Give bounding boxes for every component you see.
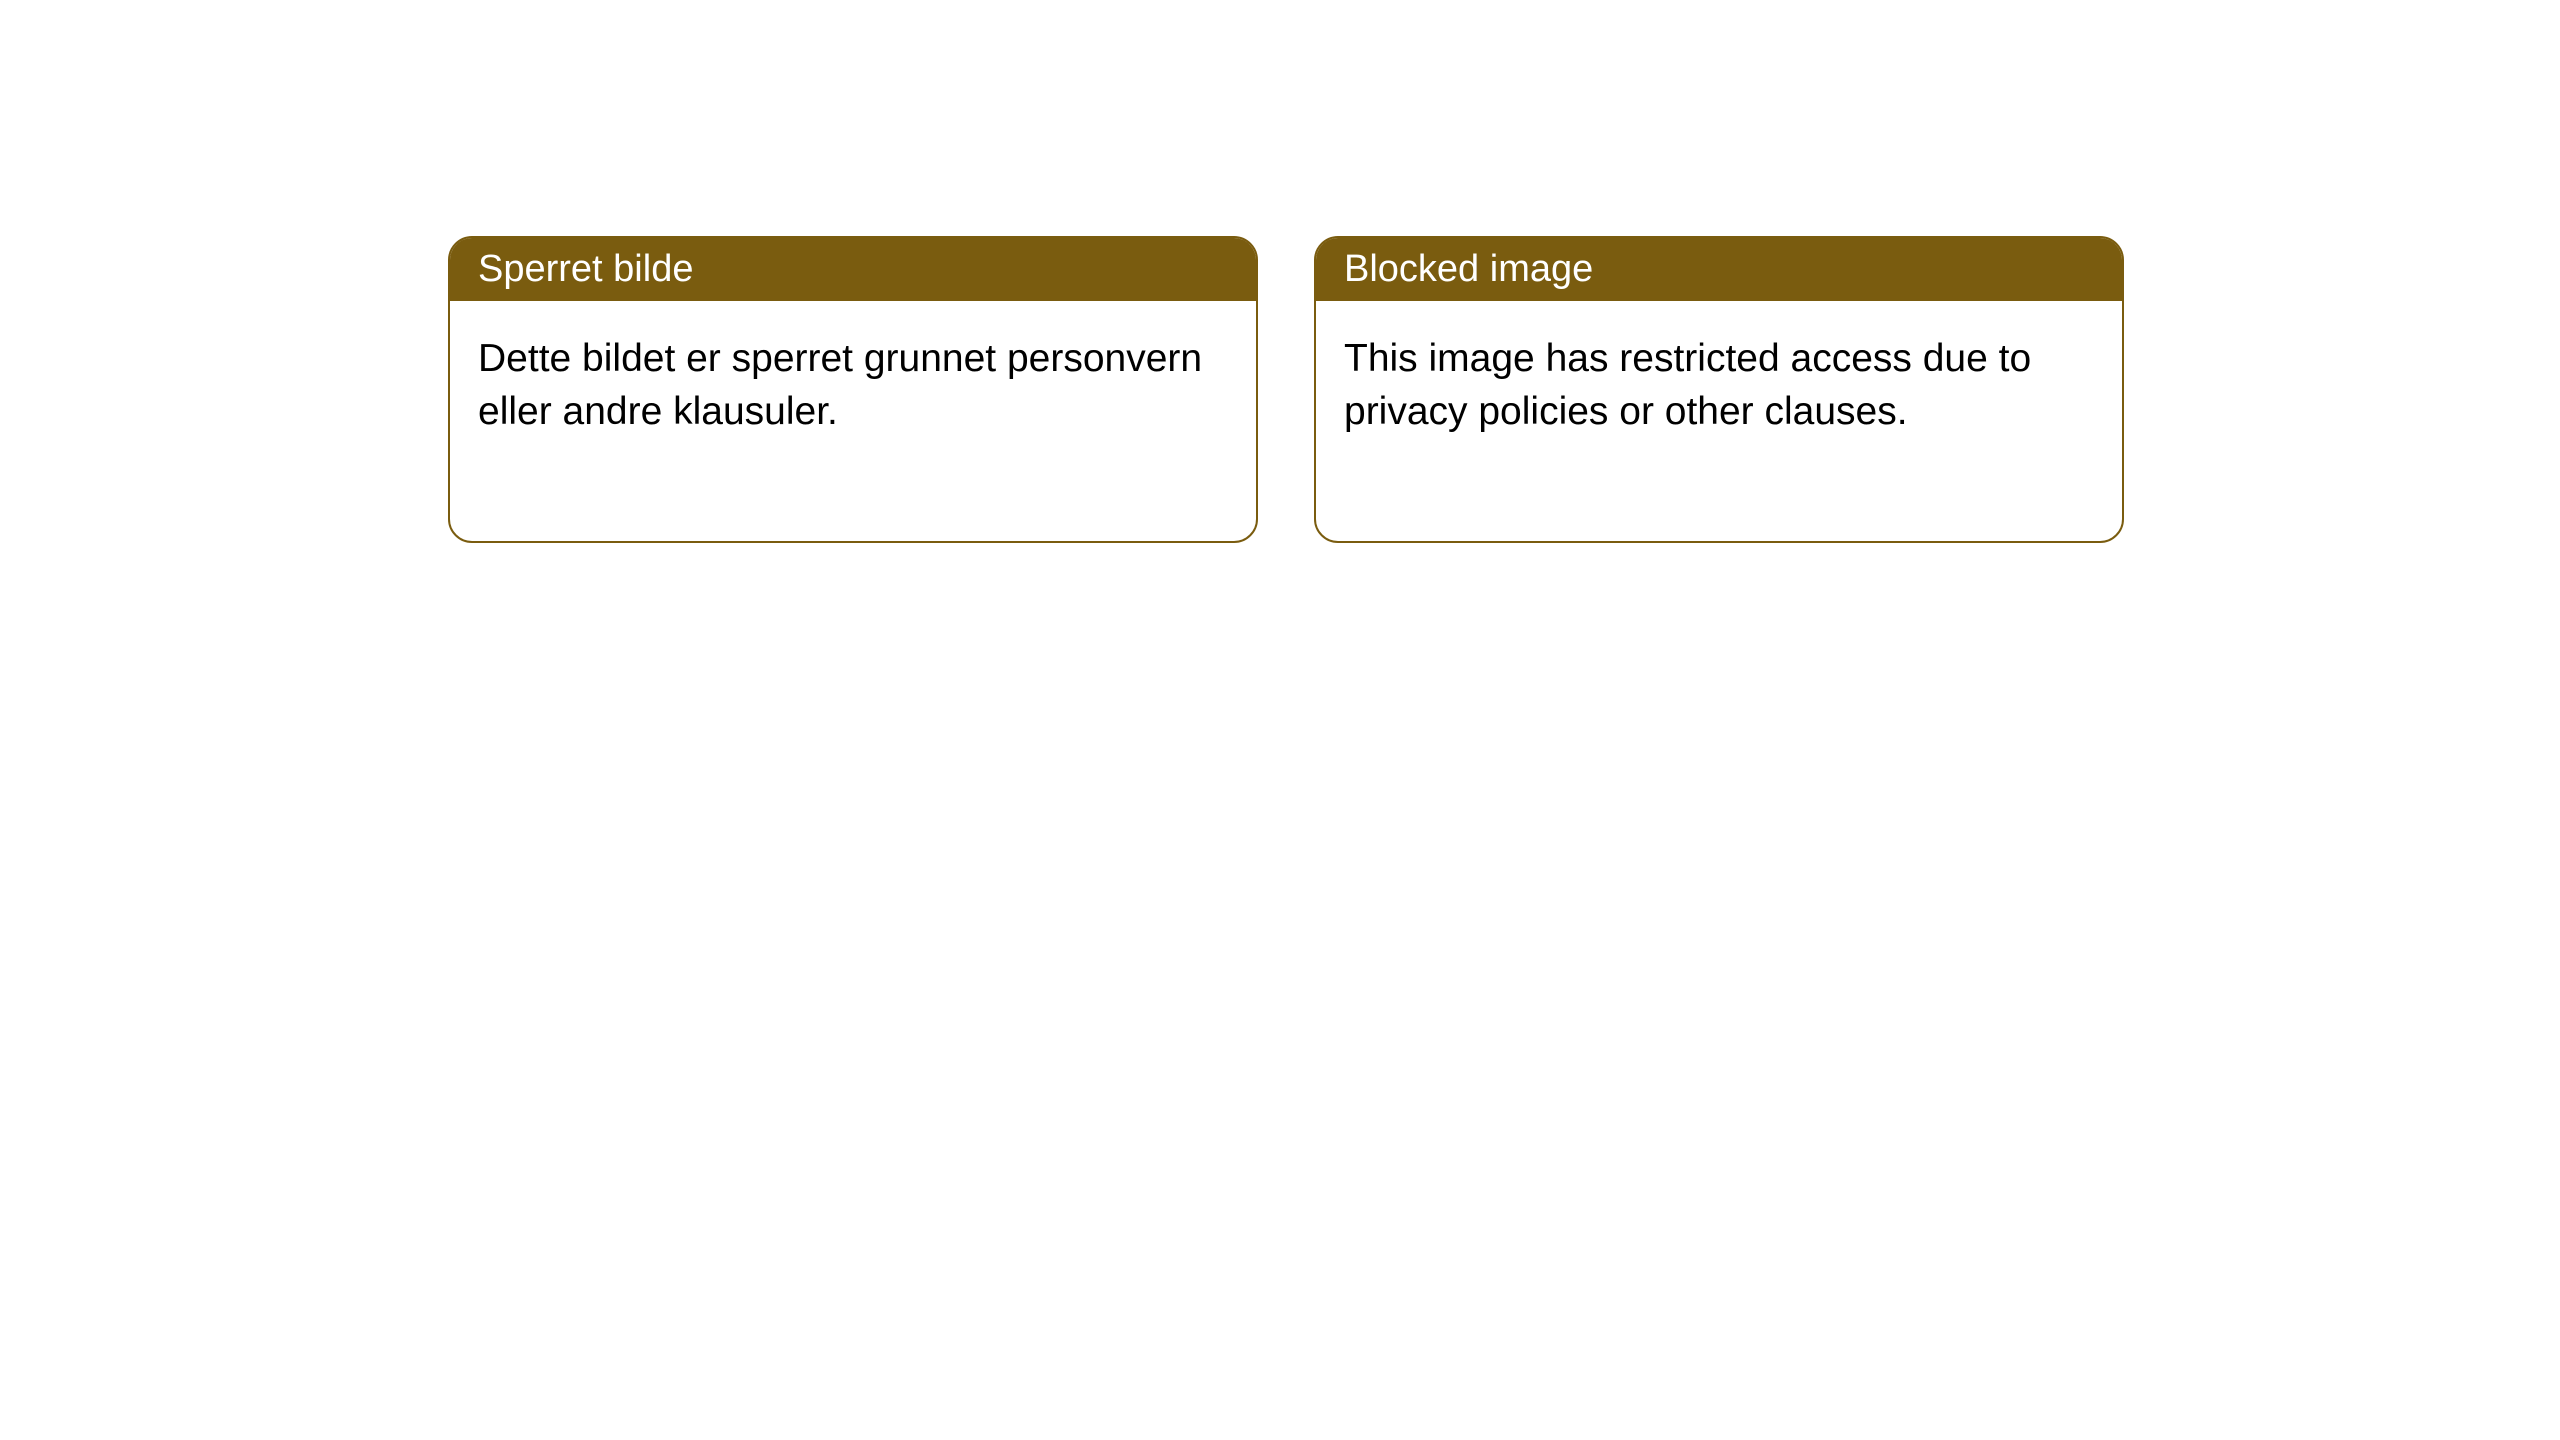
- card-title: Blocked image: [1344, 248, 1593, 290]
- cards-container: Sperret bilde Dette bildet er sperret gr…: [448, 236, 2124, 543]
- card-title: Sperret bilde: [478, 248, 693, 290]
- card-body: This image has restricted access due to …: [1316, 301, 2122, 541]
- card-body-text: Dette bildet er sperret grunnet personve…: [478, 337, 1202, 433]
- blocked-image-card-no: Sperret bilde Dette bildet er sperret gr…: [448, 236, 1258, 543]
- card-header: Blocked image: [1316, 238, 2122, 301]
- blocked-image-card-en: Blocked image This image has restricted …: [1314, 236, 2124, 543]
- card-header: Sperret bilde: [450, 238, 1256, 301]
- card-body: Dette bildet er sperret grunnet personve…: [450, 301, 1256, 541]
- card-body-text: This image has restricted access due to …: [1344, 337, 2031, 433]
